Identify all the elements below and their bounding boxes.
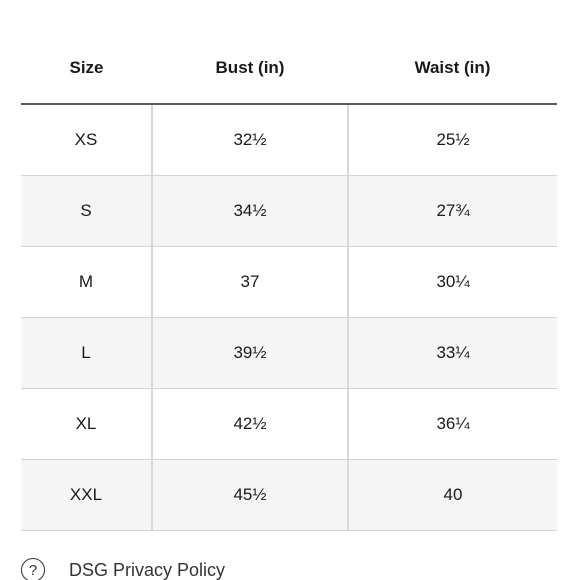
waist-cell: 27¾ [347,175,557,247]
waist-cell: 36¼ [347,388,557,460]
privacy-policy-label: DSG Privacy Policy [69,559,226,580]
size-cell: S [21,175,152,247]
waist-cell: 40 [347,459,557,531]
size-cell: XL [21,388,152,460]
waist-cell: 30¼ [347,246,557,318]
bust-cell: 34½ [151,175,348,247]
size-cell: M [21,246,152,318]
table-row: S 34½ 27¾ [21,175,557,247]
header-bust: Bust (in) [152,33,348,105]
size-chart-table: Size Bust (in) Waist (in) XS 32½ 25½ S 3… [21,33,557,531]
waist-cell: 25½ [347,104,557,176]
bust-cell: 37 [151,246,348,318]
header-row: Size Bust (in) Waist (in) [21,33,557,105]
table-row: L 39½ 33¼ [21,317,557,389]
bust-cell: 45½ [151,459,348,531]
header-waist: Waist (in) [348,33,557,105]
help-circle-icon: ? [21,558,45,580]
size-cell: XXL [21,459,152,531]
table-row: XS 32½ 25½ [21,104,557,176]
table-row: XXL 45½ 40 [21,459,557,531]
header-size: Size [21,33,152,105]
table-row: XL 42½ 36¼ [21,388,557,460]
bust-cell: 32½ [151,104,348,176]
table-row: M 37 30¼ [21,246,557,318]
bust-cell: 39½ [151,317,348,389]
size-cell: XS [21,104,152,176]
size-cell: L [21,317,152,389]
waist-cell: 33¼ [347,317,557,389]
bust-cell: 42½ [151,388,348,460]
privacy-policy-link[interactable]: ? DSG Privacy Policy [21,558,225,580]
